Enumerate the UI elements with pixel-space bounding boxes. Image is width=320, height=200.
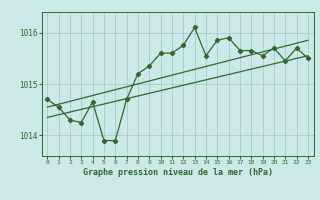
X-axis label: Graphe pression niveau de la mer (hPa): Graphe pression niveau de la mer (hPa) bbox=[83, 168, 273, 177]
